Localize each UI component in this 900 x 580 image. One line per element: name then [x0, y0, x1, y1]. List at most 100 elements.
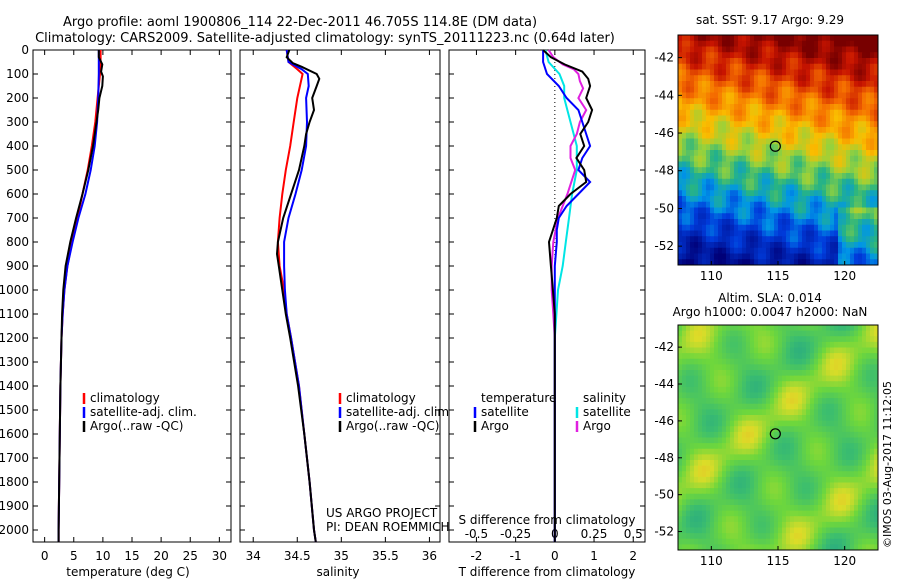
sla-map-cell: [834, 437, 839, 444]
sla-map-cell: [838, 533, 843, 540]
sla-map-cell: [826, 437, 831, 444]
sst-map-cell: [766, 207, 771, 214]
sst-map-cell: [810, 161, 815, 168]
sst-map-cell: [834, 92, 839, 99]
sst-map-cell: [730, 81, 735, 88]
sst-map-cell: [698, 253, 703, 260]
sst-map-cell: [770, 207, 775, 214]
sst-map-cell: [758, 52, 763, 59]
sla-map-cell: [790, 544, 795, 550]
sst-map-cell: [786, 121, 791, 128]
sla-map-cell: [846, 510, 851, 517]
sst-map-cell: [742, 242, 747, 249]
sla-map-cell: [690, 505, 695, 512]
sst-map-cell: [714, 92, 719, 99]
sla-map-cell: [718, 370, 723, 377]
sst-map-cell: [718, 196, 723, 203]
sla-map-cell: [714, 476, 719, 484]
sla-map-cell: [806, 488, 811, 495]
sst-map-cell: [686, 104, 691, 111]
sst-map-cell: [826, 196, 831, 203]
sla-map-cell: [802, 381, 807, 388]
sla-map-cell: [718, 465, 723, 472]
sla-map-cell: [726, 375, 731, 382]
sla-map-cell: [694, 448, 699, 455]
sst-map-cell: [738, 178, 743, 186]
sst-map-cell: [714, 46, 719, 53]
sst-map-cell: [846, 253, 851, 260]
sst-map-cell: [866, 115, 871, 122]
sla-map-cell: [766, 538, 771, 545]
sla-map-cell: [722, 347, 727, 354]
sst-map-cell: [770, 230, 775, 237]
sst-map-cell: [862, 86, 867, 94]
sst-map-cell: [746, 132, 751, 140]
sst-map-cell: [826, 173, 831, 180]
sla-map-cell: [874, 431, 878, 439]
sla-map-cell: [762, 493, 767, 500]
sst-map-cell: [746, 201, 751, 209]
sst-map-cell: [826, 219, 831, 226]
sst-map-cell: [798, 109, 803, 117]
sla-map-cell: [854, 398, 859, 405]
sst-map-cell: [782, 40, 787, 48]
sst-map-cell: [786, 219, 791, 226]
sst-map-cell: [778, 46, 783, 53]
sla-map-title-line-2: Argo h1000: 0.0047 h2000: NaN: [673, 305, 868, 319]
sst-map-cell: [738, 63, 743, 71]
sla-map-cell: [746, 465, 751, 472]
sst-map-cell: [762, 167, 767, 174]
sst-map-cell: [794, 92, 799, 99]
sla-map-cell: [778, 409, 783, 416]
sst-map-cell: [702, 86, 707, 94]
s-difference-tick-label: -0.25: [500, 527, 531, 541]
sst-map-cell: [786, 173, 791, 180]
sla-map-cell: [850, 544, 855, 550]
sla-map-cell: [722, 538, 727, 545]
sla-map-cell: [814, 437, 819, 444]
sla-map-cell: [722, 533, 727, 540]
sla-map-cell: [750, 341, 755, 349]
sla-map-cell: [686, 381, 691, 388]
sst-map-cell: [810, 184, 815, 191]
sst-map-cell: [722, 81, 727, 88]
sst-map-cell: [806, 138, 811, 145]
sla-map-cell: [866, 330, 871, 337]
sst-map-cell: [778, 115, 783, 122]
sla-map-cell: [682, 364, 687, 371]
sst-map-cell: [802, 63, 807, 71]
sla-map-cell: [754, 505, 759, 512]
sst-map-cell: [722, 150, 727, 157]
sst-map-cell: [694, 81, 699, 88]
sst-map-cell: [722, 236, 727, 243]
sst-map-cell: [874, 58, 878, 65]
sla-map-cell: [854, 527, 859, 534]
sst-map-cell: [854, 40, 859, 48]
sst-map-cell: [830, 92, 835, 99]
sla-map-cell: [694, 476, 699, 484]
sla-map-cell: [758, 437, 763, 444]
sst-map-cell: [806, 224, 811, 232]
sst-map-cell: [806, 144, 811, 151]
sla-map-cell: [742, 330, 747, 337]
sst-map-cell: [834, 196, 839, 203]
sla-map-cell: [822, 358, 827, 365]
sla-map-cell: [818, 336, 823, 343]
sst-map-cell: [798, 196, 803, 203]
sst-map-cell: [746, 75, 751, 82]
sst-map-cell: [698, 127, 703, 134]
sst-map-cell: [794, 213, 799, 220]
sla-map-cell: [850, 415, 855, 422]
sla-map-cell: [742, 431, 747, 439]
sla-map-cell: [862, 510, 867, 517]
sst-map-cell: [690, 219, 695, 226]
sla-map-cell: [758, 499, 763, 506]
sla-map-cell: [750, 336, 755, 343]
sst-map-cell: [686, 196, 691, 203]
sst-map-cell: [726, 86, 731, 94]
sst-map-cell: [730, 242, 735, 249]
sst-map-cell: [838, 253, 843, 260]
sst-map-cell: [718, 132, 723, 140]
sst-map-cell: [682, 58, 687, 65]
sst-map-cell: [822, 224, 827, 232]
